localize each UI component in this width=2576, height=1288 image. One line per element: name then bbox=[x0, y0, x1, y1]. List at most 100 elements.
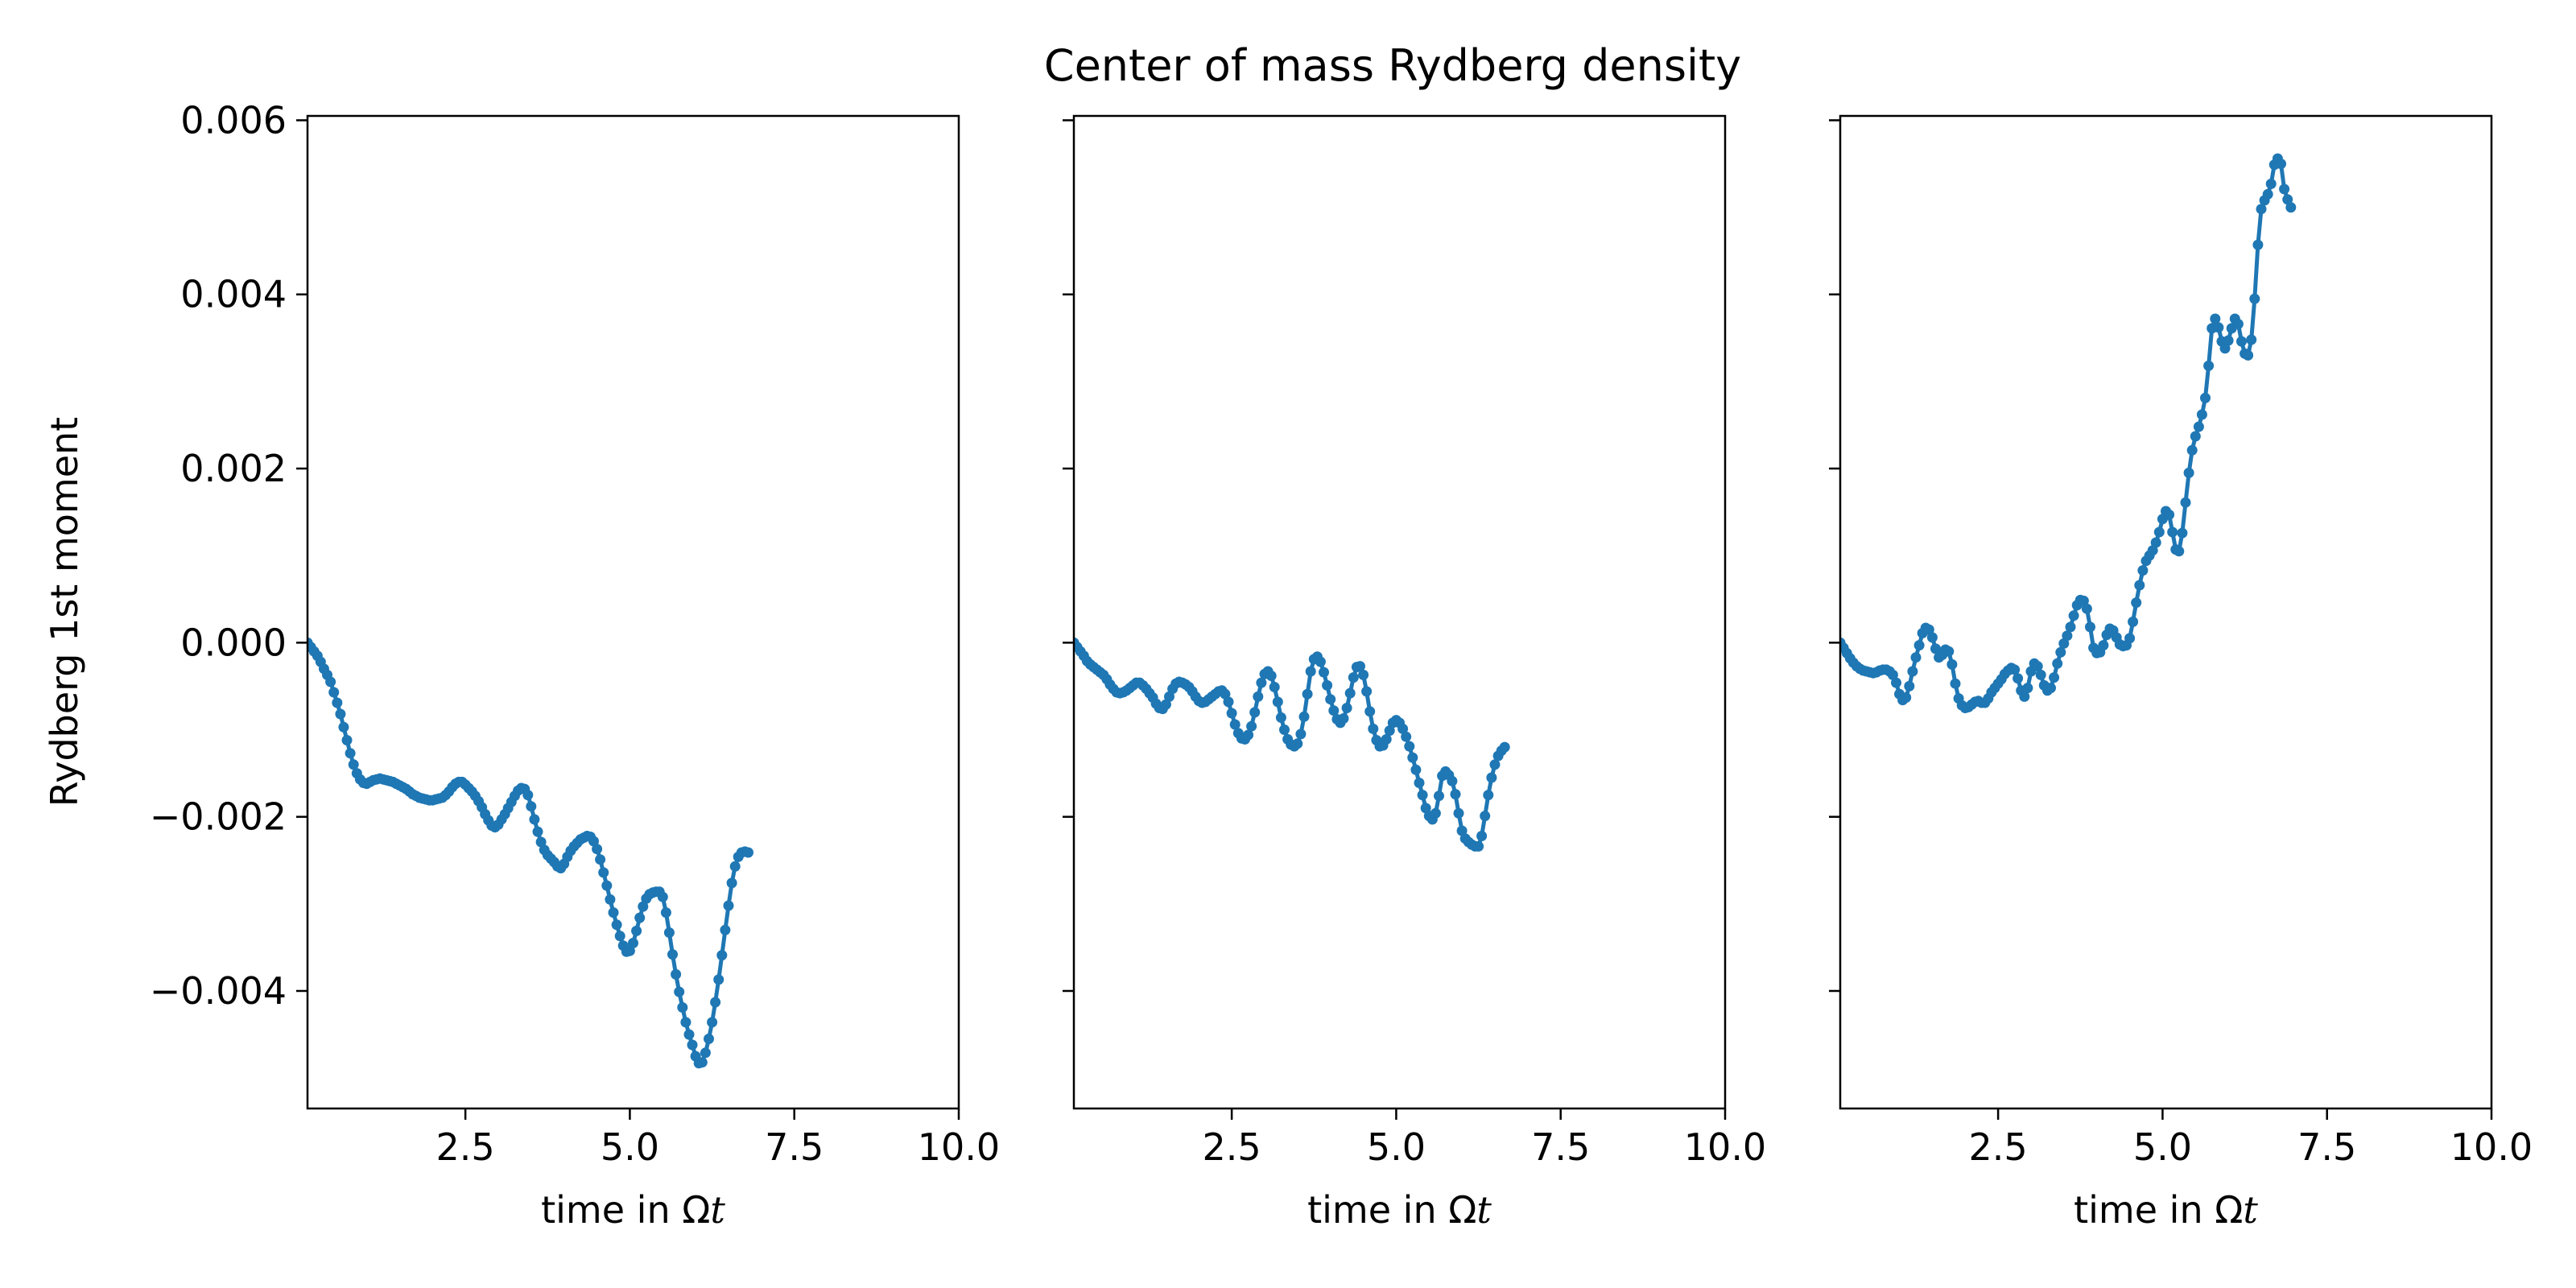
data-point bbox=[726, 877, 737, 889]
data-point bbox=[1220, 688, 1231, 700]
data-point bbox=[1265, 671, 1277, 681]
x-axis-label: time in Ωt bbox=[541, 1188, 725, 1232]
data-point bbox=[2150, 537, 2161, 548]
data-point bbox=[674, 986, 685, 997]
data-point bbox=[2035, 669, 2046, 680]
axes-frame bbox=[1839, 114, 2493, 1110]
data-point bbox=[700, 1047, 711, 1059]
data-point bbox=[2164, 509, 2175, 520]
data-point bbox=[1453, 807, 1464, 819]
data-point bbox=[1364, 706, 1376, 717]
data-point bbox=[1473, 840, 1484, 852]
data-point bbox=[710, 997, 721, 1008]
data-point bbox=[713, 974, 724, 985]
data-point bbox=[634, 912, 646, 923]
data-point bbox=[328, 687, 340, 698]
data-point bbox=[1249, 707, 1261, 718]
data-point bbox=[2243, 349, 2254, 361]
data-point bbox=[1887, 669, 1898, 680]
data-point bbox=[1160, 699, 1171, 710]
data-point bbox=[1946, 658, 1958, 670]
data-point bbox=[2196, 409, 2207, 420]
data-point bbox=[1499, 741, 1510, 753]
data-point bbox=[338, 721, 349, 733]
data-point bbox=[1269, 682, 1280, 692]
y-tick-label: 0.004 bbox=[180, 273, 287, 316]
x-axis-label-variable: t bbox=[2243, 1188, 2258, 1232]
data-point bbox=[2282, 194, 2293, 205]
data-point bbox=[1404, 741, 1415, 752]
data-point bbox=[526, 801, 537, 812]
data-point bbox=[1420, 803, 1431, 814]
x-tick-label: 10.0 bbox=[1684, 1125, 1766, 1169]
data-point bbox=[2262, 188, 2273, 200]
data-point bbox=[332, 697, 343, 708]
data-point bbox=[671, 968, 682, 980]
data-point bbox=[1246, 720, 1257, 732]
data-point bbox=[2223, 335, 2234, 346]
data-point bbox=[2134, 580, 2145, 591]
data-point bbox=[1361, 686, 1373, 697]
data-point bbox=[1486, 772, 1497, 783]
data-point bbox=[1456, 825, 1468, 836]
panel-1: 2.5 5.0 7.5 10.0 time in Ωt 0.006 0.004 0.002 0.… bbox=[150, 98, 1000, 1232]
data-point bbox=[2246, 334, 2257, 345]
x-tick-label: 2.5 bbox=[1969, 1125, 2028, 1169]
data-point bbox=[2068, 610, 2079, 621]
data-point bbox=[1319, 667, 1329, 678]
data-point bbox=[1315, 656, 1326, 667]
data-point bbox=[720, 924, 731, 935]
data-point bbox=[1489, 759, 1501, 770]
data-point bbox=[1943, 646, 1955, 657]
data-point bbox=[2232, 319, 2244, 329]
data-point bbox=[1447, 775, 1458, 786]
data-point bbox=[2210, 313, 2221, 324]
data-point bbox=[1926, 632, 1938, 643]
data-point bbox=[2276, 159, 2286, 169]
data-point bbox=[1913, 640, 1925, 651]
data-point bbox=[1384, 725, 1395, 737]
x-tick-label: 7.5 bbox=[765, 1125, 824, 1169]
axes-frame bbox=[1072, 114, 1727, 1110]
data-point bbox=[1164, 691, 1174, 702]
data-point bbox=[532, 826, 543, 837]
x-axis-label-text: time in Ω bbox=[1307, 1188, 1476, 1232]
data-point bbox=[1243, 729, 1254, 741]
x-axis-label: time in Ωt bbox=[2074, 1188, 2258, 1232]
data-point bbox=[1344, 687, 1356, 699]
x-axis-label-variable: t bbox=[1476, 1188, 1492, 1232]
data-point bbox=[345, 748, 356, 759]
data-point bbox=[1450, 789, 1461, 800]
data-point bbox=[2078, 595, 2089, 606]
data-point bbox=[667, 949, 678, 960]
data-point bbox=[1910, 652, 1922, 663]
data-point bbox=[683, 1029, 695, 1040]
data-point bbox=[628, 938, 638, 948]
data-point bbox=[595, 854, 606, 865]
data-point bbox=[2055, 646, 2066, 658]
data-point bbox=[1226, 708, 1237, 719]
data-point bbox=[2279, 184, 2290, 195]
data-point bbox=[529, 814, 540, 825]
data-point bbox=[1229, 719, 1241, 730]
data-point bbox=[1430, 807, 1441, 819]
data-point bbox=[598, 867, 609, 878]
data-point bbox=[2256, 204, 2267, 215]
data-point bbox=[1338, 713, 1349, 724]
data-point bbox=[2213, 322, 2224, 333]
data-point bbox=[1901, 692, 1912, 703]
data-point bbox=[2049, 672, 2060, 683]
y-tick-label: −0.002 bbox=[150, 795, 287, 839]
x-tick-label: 10.0 bbox=[2450, 1125, 2533, 1169]
x-tick-label: 10.0 bbox=[918, 1125, 1000, 1169]
data-point bbox=[2052, 658, 2063, 669]
y-axis-label: Rydberg 1st moment bbox=[43, 417, 86, 807]
data-point bbox=[2124, 633, 2136, 644]
data-point bbox=[1305, 666, 1316, 677]
data-point bbox=[1414, 778, 1425, 788]
data-point bbox=[592, 844, 603, 855]
x-axis-label-text: time in Ω bbox=[541, 1188, 710, 1232]
data-point bbox=[680, 1017, 691, 1028]
data-point bbox=[2131, 597, 2142, 609]
